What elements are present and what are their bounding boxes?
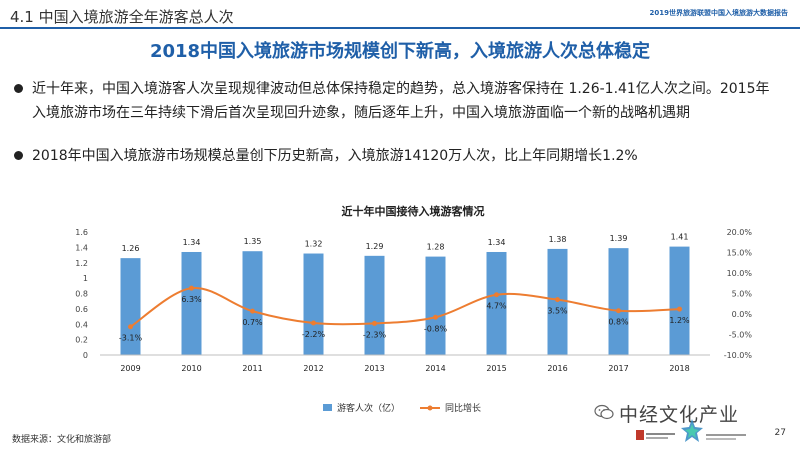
x-tick-label: 2016 (547, 364, 567, 373)
growth-value-label: -3.1% (119, 334, 143, 343)
x-tick-label: 2014 (425, 364, 445, 373)
x-tick-label: 2012 (303, 364, 323, 373)
legend-bar-label: 游客人次（亿） (337, 402, 400, 414)
growth-point (494, 292, 499, 298)
growth-point (128, 324, 133, 330)
combo-chart: 近十年中国接待入境游客情况 0 0.2 0.4 0.6 0.8 1 1.2 1.4 1.6 -10.… (75, 204, 753, 414)
growth-value-label: 0.7% (242, 318, 263, 327)
bar-value-label: 1.26 (122, 244, 140, 253)
growth-value-label: -2.3% (363, 330, 387, 339)
headline: 2018中国入境旅游市场规模创下新高，入境旅游人次总体稳定 (149, 41, 651, 62)
y-left-tick-label: 1.2 (75, 259, 88, 268)
legend-bar-swatch (323, 404, 332, 411)
growth-value-label: 4.7% (486, 302, 507, 311)
bar-value-label: 1.34 (488, 238, 506, 247)
growth-value-label: -0.8% (424, 324, 448, 333)
bar (303, 253, 324, 355)
x-tick-label: 2010 (181, 364, 201, 373)
growth-line (129, 287, 680, 328)
y-left-tick-label: 1.6 (75, 228, 88, 237)
data-source: 数据来源：文化和旅游部 (12, 435, 112, 445)
growth-point (250, 308, 255, 314)
organization-logo (636, 430, 675, 440)
chart-title: 近十年中国接待入境游客情况 (342, 204, 485, 218)
x-tick-label: 2011 (242, 364, 262, 373)
growth-point (677, 306, 682, 312)
growth-point (616, 308, 621, 314)
legend-line-marker (427, 405, 433, 411)
bar-value-label: 1.39 (610, 234, 628, 243)
bar (608, 248, 629, 355)
bar-value-label: 1.41 (671, 233, 689, 242)
x-tick-label: 2017 (608, 364, 628, 373)
growth-point (433, 314, 438, 320)
section-title: 4.1 中国入境旅游全年游客总人次 (10, 8, 234, 26)
bar-value-label: 1.38 (549, 235, 567, 244)
y-left-tick-label: 0.6 (75, 305, 88, 314)
bar-value-label: 1.32 (305, 240, 323, 249)
y-right-tick-label: 10.0% (727, 269, 753, 278)
bar-value-label: 1.29 (366, 242, 384, 251)
wechat-icon (594, 404, 614, 420)
bar (242, 251, 263, 355)
x-tick-label: 2013 (364, 364, 384, 373)
organization-logo (706, 434, 746, 440)
growth-value-label: 0.8% (608, 318, 629, 327)
bar (364, 255, 385, 355)
watermark: 中经文化产业 (619, 404, 740, 426)
bullet-text: 近十年来，中国入境游客人次呈现规律波动但总体保持稳定的趋势，总入境游客保持在 1… (32, 81, 770, 121)
y-left-tick-label: 0.8 (75, 290, 88, 299)
bullet-dot-icon (14, 151, 23, 160)
bar (669, 246, 690, 355)
x-tick-label: 2015 (486, 364, 506, 373)
bar-value-label: 1.35 (244, 237, 262, 246)
y-left-tick-label: 1.4 (75, 243, 88, 252)
y-left-tick-label: 0.4 (75, 320, 88, 329)
report-name: 2019世界旅游联盟中国入境旅游大数据报告 (649, 9, 788, 17)
bar (486, 251, 507, 355)
growth-point (555, 297, 560, 303)
bar-value-label: 1.28 (427, 243, 445, 252)
growth-point (311, 320, 316, 326)
bullet-item: 2018年中国入境旅游市场规模总量创下历史新高，入境旅游14120万人次，比上年… (14, 144, 782, 168)
growth-point (189, 285, 194, 291)
x-tick-label: 2018 (669, 364, 689, 373)
y-right-tick-label: 5.0% (732, 290, 753, 299)
growth-value-label: 3.5% (547, 307, 568, 316)
y-right-tick-label: 20.0% (727, 228, 753, 237)
bullet-text: 2018年中国入境旅游市场规模总量创下历史新高，入境旅游14120万人次，比上年… (32, 148, 638, 164)
y-right-tick-label: 0.0% (732, 310, 753, 319)
star-logo (681, 419, 703, 442)
y-right-tick-label: 15.0% (727, 249, 753, 258)
y-left-tick-label: 1 (83, 274, 88, 283)
growth-point (372, 320, 377, 326)
bullet-item: 近十年来，中国入境游客人次呈现规律波动但总体保持稳定的趋势，总入境游客保持在 1… (14, 77, 782, 125)
title-divider (0, 27, 800, 29)
y-right-tick-label: -5.0% (729, 331, 753, 340)
bar (181, 251, 202, 355)
y-left-tick-label: 0.2 (75, 336, 88, 345)
growth-value-label: -2.2% (302, 330, 326, 339)
growth-value-label: 6.3% (181, 295, 202, 304)
bullet-dot-icon (14, 84, 23, 93)
x-tick-label: 2009 (120, 364, 140, 373)
y-left-tick-label: 0 (83, 351, 88, 360)
bar (120, 258, 141, 355)
bar (425, 256, 446, 355)
legend-line-label: 同比增长 (445, 402, 481, 414)
bar-value-label: 1.34 (183, 238, 201, 247)
growth-value-label: 1.2% (669, 316, 690, 325)
y-right-tick-label: -10.0% (724, 351, 753, 360)
page-number: 27 (774, 428, 786, 438)
